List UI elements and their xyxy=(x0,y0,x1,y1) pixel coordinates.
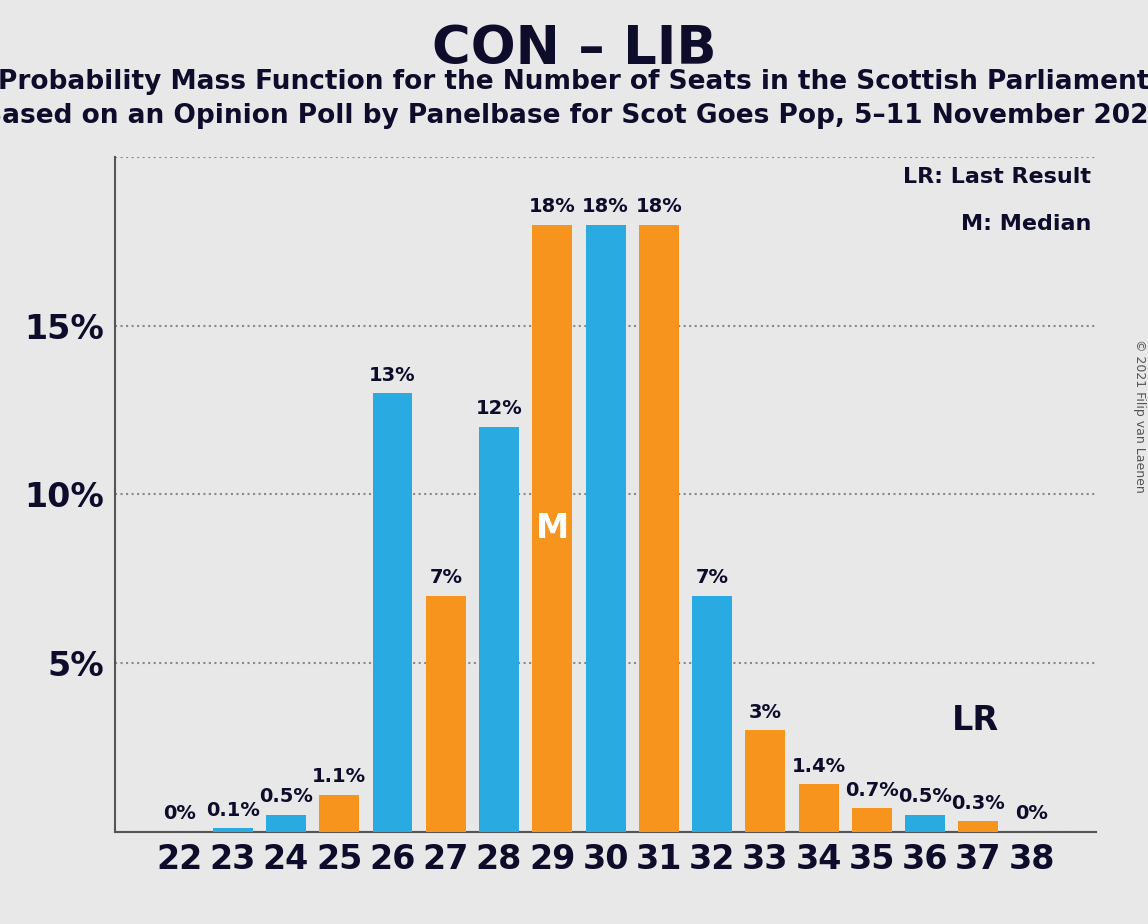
Text: © 2021 Filip van Laenen: © 2021 Filip van Laenen xyxy=(1133,339,1147,492)
Bar xyxy=(639,225,678,832)
Bar xyxy=(266,815,305,832)
Text: 12%: 12% xyxy=(475,399,522,419)
Bar xyxy=(799,784,839,832)
Text: Probability Mass Function for the Number of Seats in the Scottish Parliament: Probability Mass Function for the Number… xyxy=(0,69,1148,95)
Text: 0.5%: 0.5% xyxy=(898,787,952,807)
Text: 1.4%: 1.4% xyxy=(792,757,846,776)
Text: 18%: 18% xyxy=(529,197,575,216)
Bar xyxy=(585,225,626,832)
Bar xyxy=(906,815,945,832)
Text: M: M xyxy=(536,512,569,544)
Text: M: Median: M: Median xyxy=(961,214,1092,235)
Text: Based on an Opinion Poll by Panelbase for Scot Goes Pop, 5–11 November 2020: Based on an Opinion Poll by Panelbase fo… xyxy=(0,103,1148,129)
Bar xyxy=(319,795,359,832)
Bar xyxy=(479,427,519,832)
Text: 0.7%: 0.7% xyxy=(845,781,899,799)
Bar xyxy=(426,596,466,832)
Text: 1.1%: 1.1% xyxy=(312,767,366,786)
Text: 18%: 18% xyxy=(636,197,682,216)
Text: 0.3%: 0.3% xyxy=(952,794,1006,813)
Text: 0.1%: 0.1% xyxy=(205,801,259,820)
Bar xyxy=(212,828,253,832)
Text: 13%: 13% xyxy=(370,366,416,384)
Text: LR: LR xyxy=(952,704,999,736)
Bar xyxy=(372,394,412,832)
Text: 7%: 7% xyxy=(696,568,729,587)
Text: 18%: 18% xyxy=(582,197,629,216)
Text: 0%: 0% xyxy=(1015,804,1048,823)
Bar xyxy=(852,808,892,832)
Bar xyxy=(533,225,572,832)
Bar xyxy=(959,821,999,832)
Text: 7%: 7% xyxy=(429,568,463,587)
Text: LR: Last Result: LR: Last Result xyxy=(903,167,1092,188)
Text: CON – LIB: CON – LIB xyxy=(432,23,716,75)
Bar xyxy=(692,596,732,832)
Text: 0.5%: 0.5% xyxy=(259,787,313,807)
Text: 3%: 3% xyxy=(748,703,782,722)
Bar xyxy=(745,730,785,832)
Text: 0%: 0% xyxy=(163,804,196,823)
